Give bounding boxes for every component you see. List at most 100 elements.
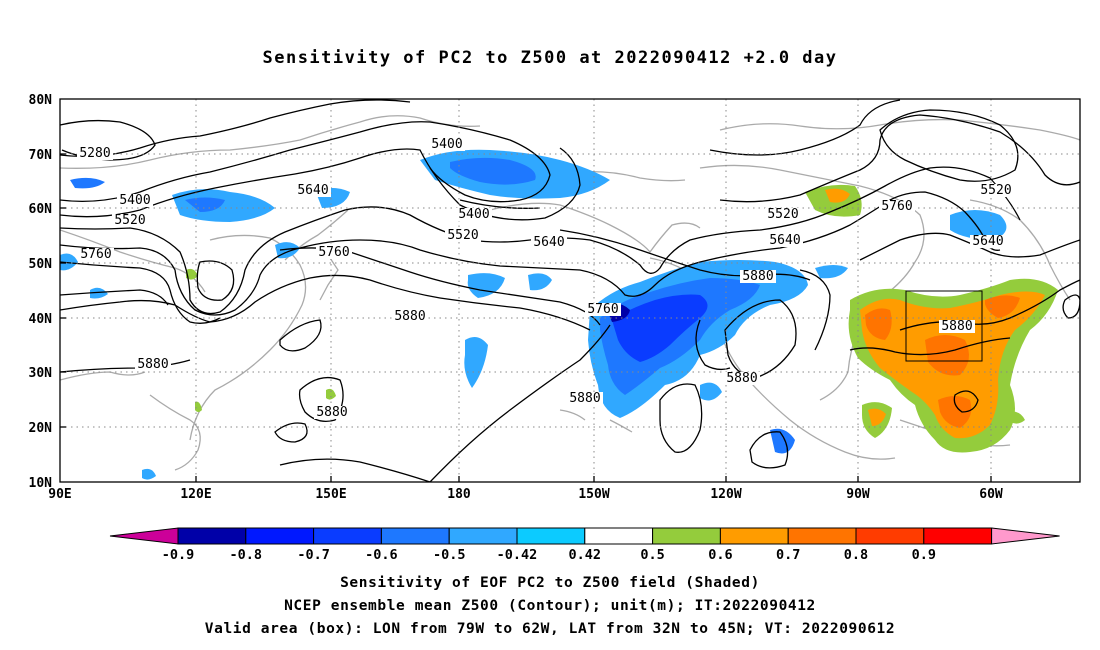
lat-label: 70N — [29, 148, 53, 163]
contour-label-bg — [117, 194, 153, 207]
contour-label-bg — [78, 248, 114, 261]
lon-labels: 90E 120E 150E 180 150W 120W 90W 60W — [48, 487, 1003, 502]
colorbar-right-extension — [991, 527, 1060, 545]
shaded-patches — [60, 149, 1058, 480]
contour-label-bg — [445, 229, 481, 242]
lon-label: 60W — [979, 487, 1003, 502]
contour-label-bg — [135, 358, 171, 371]
lat-label: 80N — [29, 93, 53, 108]
lon-label: 90W — [846, 487, 870, 502]
colorbar-segment — [584, 527, 654, 545]
lon-label: 150W — [578, 487, 609, 502]
contour-label: 5400 — [431, 137, 462, 152]
contour-label-bg — [970, 235, 1006, 248]
contour-label-bg — [978, 184, 1014, 197]
contour-label: 5880 — [137, 357, 168, 372]
colorbar-label: 0.9 — [912, 547, 936, 563]
colorbar-label: -0.8 — [230, 547, 263, 563]
contour-label-bg — [767, 234, 803, 247]
contour-label-bg — [316, 246, 352, 259]
colorbar-segment — [516, 527, 586, 545]
colorbar-label: 0.8 — [844, 547, 868, 563]
colorbar-label: -0.5 — [433, 547, 466, 563]
contour-label-bg — [429, 138, 465, 151]
contour-label: 5760 — [881, 199, 912, 214]
contour-label: 5520 — [980, 183, 1011, 198]
contour-label: 5760 — [80, 247, 111, 262]
axis-ticks — [60, 153, 992, 482]
colorbar-label: 0.6 — [708, 547, 732, 563]
lon-label: 180 — [447, 487, 471, 502]
colorbar-segment — [245, 527, 315, 545]
contour-label: 5880 — [569, 391, 600, 406]
colorbar-label: -0.9 — [162, 547, 195, 563]
contour-label: 5520 — [114, 213, 145, 228]
lon-label: 120W — [710, 487, 741, 502]
lat-label: 20N — [29, 421, 53, 436]
contour-label-bg — [531, 236, 567, 249]
colorbar-segment — [313, 527, 382, 545]
colorbar-segment — [177, 527, 247, 545]
colorbar-label: -0.42 — [497, 547, 538, 563]
contour-label-bg — [77, 147, 113, 160]
footer-line-contour: NCEP ensemble mean Z500 (Contour); unit(… — [284, 598, 816, 614]
contour-label: 5640 — [297, 183, 328, 198]
colorbar-segment — [923, 527, 993, 545]
contour-label: 5760 — [318, 245, 349, 260]
contour-label-bg — [314, 406, 350, 419]
contour-label-bg — [879, 200, 915, 213]
contour-label-bg — [112, 214, 148, 227]
colorbar-label: 0.7 — [776, 547, 800, 563]
contour-label-bg — [724, 372, 760, 385]
contour-label: 5640 — [972, 234, 1003, 249]
lat-label: 50N — [29, 257, 53, 272]
contour-label-bg — [585, 303, 621, 316]
contour-label-bg — [740, 270, 776, 283]
contour-label: 5400 — [458, 207, 489, 222]
colorbar-segment — [719, 527, 789, 545]
colorbar-label: -0.7 — [297, 547, 330, 563]
lon-label: 150E — [315, 487, 346, 502]
lat-label: 10N — [29, 476, 53, 491]
contour-labels: 5280 5400 5520 5760 5640 5400 5400 5520 5640 5760… — [77, 137, 1014, 420]
contour-label: 5880 — [394, 309, 425, 324]
contour-label-bg — [295, 184, 331, 197]
lon-label: 90E — [48, 487, 71, 502]
colorbar-segment — [652, 527, 721, 545]
colorbar: -0.9 -0.8 -0.7 -0.6 -0.5 -0.42 0.42 0.5 0.6 0.7 0.… — [109, 527, 1060, 563]
contour-label: 5880 — [726, 371, 757, 386]
contour-label-bg — [567, 392, 603, 405]
contour-label: 5640 — [533, 235, 564, 250]
valid-area-box — [905, 290, 983, 362]
colorbar-segment — [855, 527, 925, 545]
contour-label-bg — [939, 320, 975, 333]
contour-label: 5880 — [742, 269, 773, 284]
colorbar-left-extension — [109, 527, 179, 545]
colorbar-label: 0.42 — [569, 547, 602, 563]
contour-label: 5640 — [769, 233, 800, 248]
colorbar-segment — [787, 527, 857, 545]
plot-title: Sensitivity of PC2 to Z500 at 2022090412… — [262, 48, 838, 68]
contour-label-bg — [392, 310, 428, 323]
contour-label-bg — [456, 208, 492, 221]
contour-label: 5760 — [587, 302, 618, 317]
contour-label: 5400 — [119, 193, 150, 208]
footer-line-shaded: Sensitivity of EOF PC2 to Z500 field (Sh… — [340, 575, 760, 591]
contour-label: 5520 — [767, 207, 798, 222]
contour-label-bg — [765, 208, 801, 221]
lat-label: 30N — [29, 366, 53, 381]
colorbar-label: -0.6 — [365, 547, 398, 563]
lat-labels: 80N 70N 60N 50N 40N 30N 20N 10N — [29, 93, 53, 491]
map-frame — [59, 98, 1081, 483]
colorbar-segment — [448, 527, 518, 545]
colorbar-segment — [380, 527, 450, 545]
lat-label: 40N — [29, 312, 53, 327]
contour-label: 5520 — [447, 228, 478, 243]
lat-label: 60N — [29, 202, 53, 217]
colorbar-label: 0.5 — [640, 547, 664, 563]
footer-line-valid-area: Valid area (box): LON from 79W to 62W, L… — [204, 621, 896, 637]
contour-label: 5880 — [941, 319, 972, 334]
contour-label: 5880 — [316, 405, 347, 420]
contour-label: 5280 — [79, 146, 110, 161]
